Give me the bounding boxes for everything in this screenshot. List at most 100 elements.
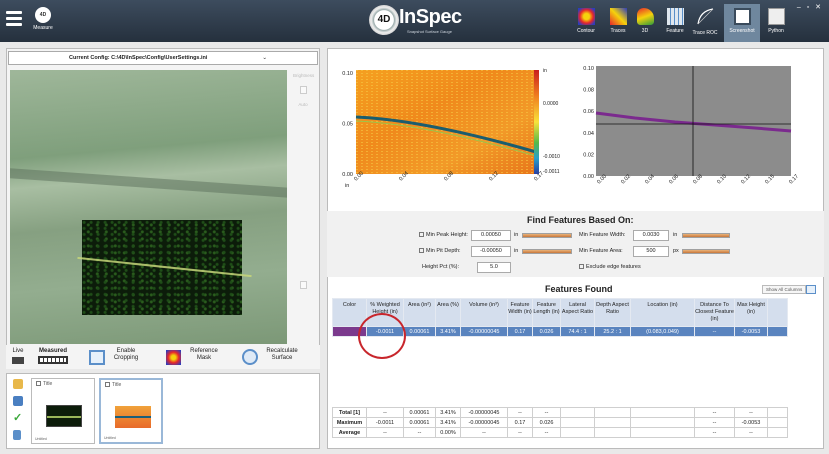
profile-plot[interactable]: 0.10 0.08 0.06 0.04 0.02 0.00 0.00 0.02 0.04 0.0… [575,58,815,198]
reference-mask-label: Reference Mask [190,348,218,361]
totals-cell: 0.026 [532,417,561,428]
thumbnail-1[interactable]: Title Untitled [31,378,95,444]
live-camera-view[interactable] [10,70,287,344]
python-icon [767,8,785,25]
measured-label: Measured [38,348,67,354]
totals-cell: -- [507,407,533,418]
table-cell: 0.026 [532,326,561,337]
thumbnail-2[interactable]: Title Untitled [99,378,163,444]
column-header[interactable]: Area (in²) [403,298,436,327]
thumbnail-checkbox[interactable] [36,381,41,386]
x-tick-label: 0.08 [692,174,704,186]
camera-icon [12,357,24,364]
totals-cell [630,407,695,418]
trace-roc-icon [696,8,713,25]
tool-contour-button[interactable]: Contour [568,8,604,34]
table-cell: -0.0053 [734,326,768,337]
recalculate-surface-label: Recalculate Surface [266,348,298,361]
column-header[interactable]: Feature Length (in) [532,298,561,327]
save-icon[interactable] [13,396,23,406]
tool-screenshot-button[interactable]: Screenshot [724,4,760,42]
tool-label: 3D [641,28,649,34]
column-header[interactable]: Distance To Closest Feature (in) [694,298,735,327]
totals-cell: Maximum [332,417,367,428]
min-area-slider[interactable] [682,249,730,254]
config-label: Current Config: [69,55,110,61]
totals-cell [560,407,595,418]
height-pct-input[interactable]: 5.0 [477,262,511,273]
column-header[interactable]: Max Height (in) [734,298,768,327]
colorbar-tick-label: -0.0011 [543,169,560,175]
traces-icon [609,8,627,25]
totals-cell: -0.00000045 [460,417,508,428]
tool-feature-button[interactable]: Feature [657,8,693,34]
config-dropdown[interactable]: Current Config: C:\4D\InSpec\Config\User… [8,51,318,65]
table-cell: 0.17 [507,326,533,337]
column-header[interactable]: Feature Width (in) [507,298,533,327]
recalculate-surface-button[interactable]: Recalculate Surface [260,348,304,362]
min-peak-checkbox[interactable] [419,232,424,237]
enable-cropping-button[interactable]: Enable Cropping [108,348,144,362]
brightness-handle[interactable] [300,281,307,289]
totals-cell [560,417,595,428]
table-empty-area [332,340,818,406]
film-icon [38,356,68,364]
y-tick-label: 0.05 [342,122,353,128]
live-label: Live [12,348,24,354]
table-cell: -- [694,326,735,337]
reference-mask-button[interactable]: Reference Mask [184,348,224,362]
totals-cell [630,417,695,428]
live-toggle[interactable]: Live [12,348,24,364]
tool-traces-button[interactable]: Traces [600,8,636,34]
hamburger-menu-icon[interactable] [6,11,22,27]
thumbnail-checkbox[interactable] [105,382,110,387]
tool-3d-button[interactable]: 3D [627,8,663,34]
column-header-spacer [767,298,788,327]
y-tick-label: 0.08 [583,88,594,94]
min-pit-depth-input[interactable]: -0.00050 [471,246,511,257]
show-all-columns-button[interactable]: Show All Columns [762,285,807,294]
min-width-unit: in [673,232,678,238]
min-width-slider[interactable] [682,233,730,238]
tool-label: Trace ROC [692,30,718,36]
scratch-line [77,256,252,278]
camera-controls: Live Measured Enable Cropping Reference … [6,345,320,369]
logo-tagline: Snapshot Surface Gauge [407,29,452,34]
mask-icon [166,350,181,365]
measured-toggle[interactable]: Measured [38,348,68,364]
min-feature-width-input[interactable]: 0.0030 [633,230,669,241]
min-pit-slider[interactable] [522,249,572,254]
thumbnail-caption: Title [43,381,53,387]
column-header[interactable]: Depth Aspect Ratio [594,298,631,327]
brightness-label: Brightness [293,73,315,78]
column-header[interactable]: Lateral Aspect Ratio [560,298,595,327]
column-header[interactable]: Location (in) [630,298,695,327]
trash-icon[interactable] [13,430,21,440]
totals-cell: -- [734,427,768,438]
brightness-slider[interactable] [300,86,307,94]
surface-contour-plot[interactable]: 0.10 0.05 0.00 0.00 0.04 0.08 0.12 0.17 0.0000… [335,60,575,195]
auto-label: Auto [298,102,308,107]
totals-cell [767,417,788,428]
measured-overlay [77,220,252,315]
totals-cell [767,407,788,418]
scratch-edge [355,120,537,157]
export-icon[interactable] [806,285,816,294]
min-pit-checkbox[interactable] [419,248,424,253]
folder-icon[interactable] [13,379,23,389]
tool-trace-roc-button[interactable]: Trace ROC [687,8,723,36]
check-icon[interactable]: ✓ [13,412,23,424]
x-tick-label: 0.00 [596,174,608,186]
min-peak-slider[interactable] [522,233,572,238]
exclude-edge-checkbox[interactable] [579,264,584,269]
tool-python-button[interactable]: Python [758,8,794,34]
min-feature-area-input[interactable]: 500 [633,246,669,257]
column-header[interactable]: Volume (in³) [460,298,508,327]
totals-table: Total [1] -- 0.00061 3.41% -0.00000045 -- -- --… [332,407,788,438]
totals-cell: -0.0011 [366,417,404,428]
column-header[interactable]: Area (%) [435,298,461,327]
measure-button[interactable]: 4D Measure [32,7,54,31]
surface-groove [10,167,287,199]
min-peak-height-input[interactable]: 0.00050 [471,230,511,241]
window-controls[interactable]: – ▫ ✕ [796,4,823,11]
